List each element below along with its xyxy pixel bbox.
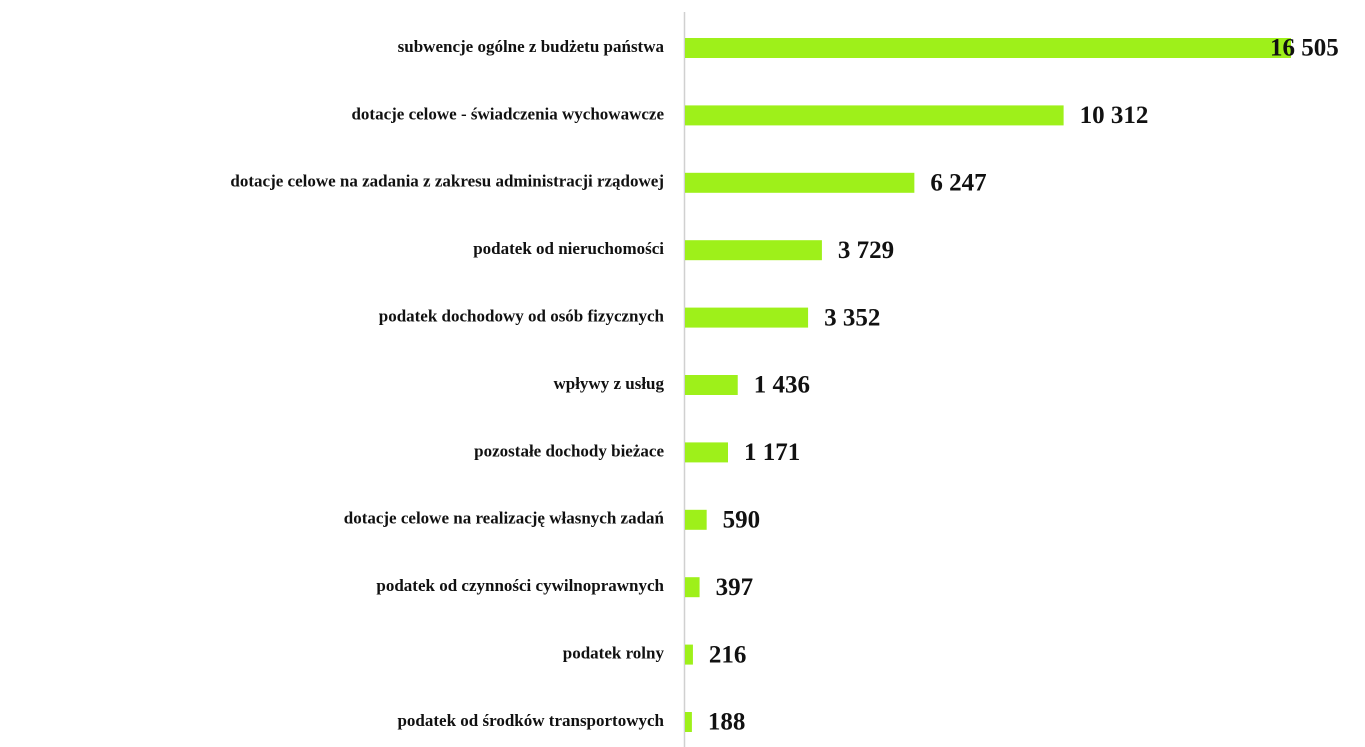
category-label: podatek rolny bbox=[563, 644, 665, 663]
value-label: 188 bbox=[708, 709, 746, 736]
bar bbox=[685, 375, 738, 395]
bar bbox=[685, 38, 1291, 58]
value-label: 397 bbox=[716, 574, 754, 601]
category-label: dotacje celowe - świadczenia wychowawcze bbox=[351, 104, 664, 123]
bar bbox=[685, 307, 809, 328]
value-label: 3 729 bbox=[838, 237, 894, 264]
bar bbox=[685, 509, 707, 530]
category-label: wpływy z usług bbox=[553, 374, 664, 393]
category-label: subwencje ogólne z budżetu państwa bbox=[398, 37, 665, 56]
value-label: 10 312 bbox=[1080, 102, 1149, 129]
value-label: 216 bbox=[709, 641, 747, 668]
value-label: 590 bbox=[723, 507, 761, 534]
bar bbox=[685, 644, 693, 665]
bar bbox=[685, 105, 1064, 126]
value-label: 1 436 bbox=[754, 372, 810, 399]
value-label: 1 171 bbox=[744, 439, 800, 466]
category-label: podatek od czynności cywilnoprawnych bbox=[376, 576, 664, 595]
category-label: dotacje celowe na realizację własnych za… bbox=[344, 509, 665, 528]
bar bbox=[685, 240, 822, 261]
category-label: podatek dochodowy od osób fizycznych bbox=[379, 307, 665, 326]
value-label: 3 352 bbox=[824, 304, 880, 331]
category-label: pozostałe dochody bieżace bbox=[474, 441, 664, 460]
bar bbox=[685, 577, 700, 598]
category-label: dotacje celowe na zadania z zakresu admi… bbox=[230, 172, 664, 191]
bar bbox=[685, 172, 915, 193]
value-label: 16 505 bbox=[1270, 35, 1339, 62]
bar bbox=[685, 712, 692, 732]
category-label: podatek od nieruchomości bbox=[473, 239, 664, 258]
category-label: podatek od środków transportowych bbox=[397, 711, 664, 730]
value-label: 6 247 bbox=[930, 170, 986, 197]
bar bbox=[685, 442, 728, 463]
